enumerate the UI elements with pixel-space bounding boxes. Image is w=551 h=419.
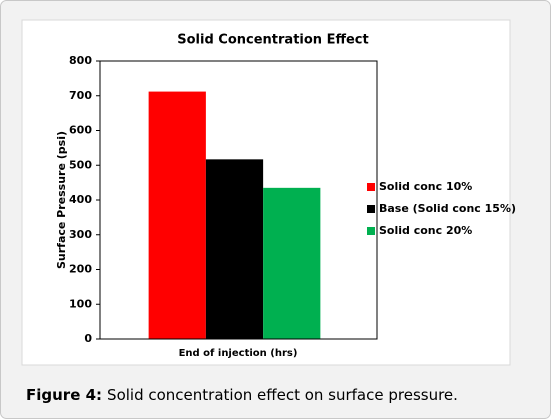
- y-tick-label: 0: [84, 332, 92, 345]
- y-tick-label: 100: [69, 297, 92, 310]
- caption-text: Solid concentration effect on surface pr…: [107, 386, 458, 404]
- legend-swatch: [367, 183, 375, 191]
- y-tick-label: 600: [69, 124, 92, 137]
- legend-swatch: [367, 227, 375, 235]
- y-tick-label: 200: [69, 263, 92, 276]
- x-axis-label: End of injection (hrs): [179, 348, 298, 359]
- chart-title: Solid Concentration Effect: [177, 33, 368, 48]
- y-axis-label: Surface Pressure (psi): [55, 131, 68, 269]
- y-tick-label: 700: [69, 89, 92, 102]
- plot-frame: [99, 60, 378, 340]
- caption: Figure 4: Solid concentration effect on s…: [26, 386, 458, 404]
- bar: [263, 187, 321, 339]
- y-tick-label: 800: [69, 54, 92, 67]
- legend-label: Solid conc 10%: [379, 180, 472, 193]
- bar: [148, 91, 206, 339]
- y-tick-label: 300: [69, 228, 92, 241]
- y-tick-label: 400: [69, 193, 92, 206]
- y-tick-label: 500: [69, 158, 92, 171]
- caption-label: Figure 4:: [26, 386, 102, 404]
- bar: [205, 159, 264, 339]
- legend-label: Solid conc 20%: [379, 224, 472, 237]
- legend-swatch: [367, 205, 375, 213]
- legend-label: Base (Solid conc 15%): [379, 202, 516, 215]
